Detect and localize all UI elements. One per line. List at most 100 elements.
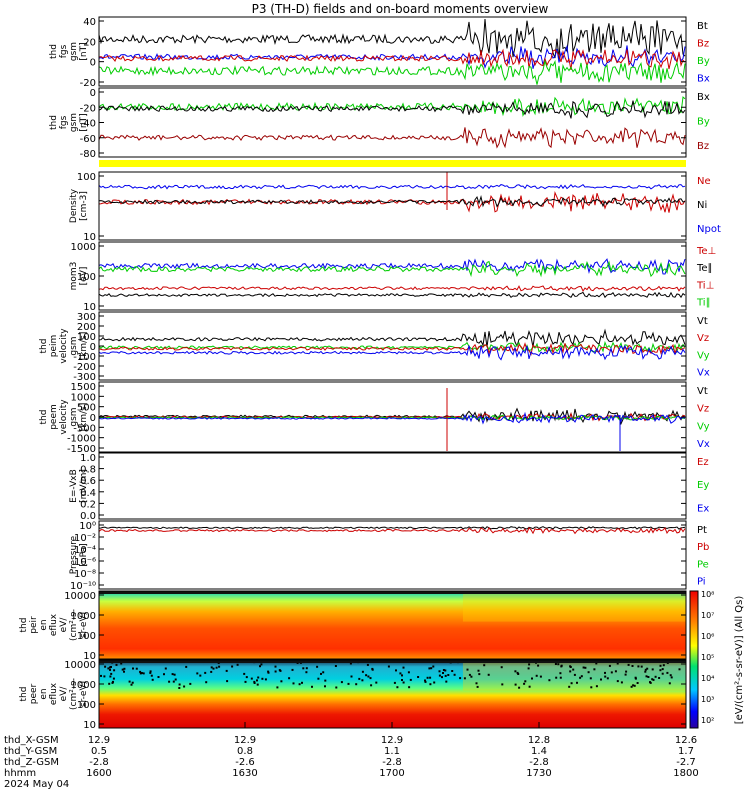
y-axis-label: [nT] [79,42,89,60]
spectrogram-electron-dropout [131,681,134,684]
spectrogram-electron-dropout [429,676,432,679]
ephemeris-value: 12.8 [528,735,550,746]
spectrogram-electron-dropout [554,663,557,665]
spectrogram-electron-dropout [107,667,110,670]
y-axis-label: en [39,688,49,699]
ephemeris-value: 12.9 [381,735,403,746]
legend-entry: Te⊥ [696,246,716,257]
ephemeris-value: -2.7 [676,757,696,768]
y-axis-label: [km/s] [79,332,89,361]
spectrogram-electron-dropout [121,668,124,671]
spectrogram-electron-dropout [164,667,167,670]
series-ti-par [98,260,686,278]
spectrogram-electron-dropout [634,676,637,679]
spectrogram-electron-dropout [604,671,606,674]
spectrogram-electron-top-band [99,660,686,663]
spectrogram-electron-dropout [514,683,517,686]
y-tick-label: 100 [77,700,96,711]
spectrogram-electron-dropout [444,674,447,677]
spectrogram-electron-dropout [668,682,671,685]
spectrogram-electron-dropout [316,665,319,668]
spectrogram-electron-dropout [139,672,142,675]
y-axis-label: [nPa] [79,543,89,566]
ephemeris-value: 12.9 [234,735,256,746]
y-axis-label: peir [29,616,39,634]
spectrogram-electron-dropout [173,673,176,676]
y-tick-label: 10⁻⁴ [74,545,96,556]
spectrogram-electron-dropout [500,666,503,669]
legend-entry: Ti∥ [696,297,711,308]
y-axis-label: mom3 [69,262,79,291]
colorbar-tick: 10⁶ [701,632,714,641]
series-bz [98,48,686,70]
y-axis-label: peer [29,683,39,704]
spectrogram-electron-dropout [475,682,478,685]
spectrogram-electron-dropout [393,681,396,684]
spectrogram-electron-dropout [604,675,607,678]
panel-frame [98,16,687,87]
legend-entry: Bx [697,73,710,84]
spectrogram-electron-dropout [109,668,111,671]
spectrogram-electron-dropout [451,670,454,672]
y-tick-label: 0.0 [80,511,96,522]
spectrogram-electron-dropout [483,664,486,667]
ephemeris-value: -2.6 [235,757,255,768]
spectrogram-electron-dropout [112,677,115,680]
ephemeris-value: 12.9 [88,735,110,746]
series-ne [98,190,686,213]
spectrogram-electron-dropout [517,673,520,675]
legend-entry: Pe [697,559,709,570]
y-tick-label: 10 [83,651,96,662]
spectrogram-electron-dropout [301,681,303,684]
ephemeris-label: hhmm [4,768,36,779]
legend-entry: Ni [697,200,707,211]
spectrogram-electron-dropout [253,682,256,684]
spectrogram-electron-dropout [569,670,572,673]
spectrogram-electron-dropout [659,669,662,672]
spectrogram-ion-late-band [462,591,686,622]
ephemeris-value: -2.8 [382,757,402,768]
spectrogram-electron-dropout [584,666,587,669]
spectrogram-electron-dropout [573,673,576,676]
spectrogram-electron-dropout [616,662,619,665]
y-tick-label: 1000 [71,242,96,253]
spectrogram-electron-dropout [624,673,627,676]
spectrogram-electron-dropout [539,675,542,678]
spectrogram-electron-dropout [569,666,572,668]
spectrogram-electron-dropout [264,678,267,681]
spectrogram-electron-dropout [395,669,397,672]
spectrogram-electron-dropout [528,685,531,688]
spectrogram-electron-dropout [257,676,260,679]
series-te-perp [98,285,686,293]
spectrogram-electron-dropout [305,671,308,674]
spectrogram-electron-dropout [407,671,410,674]
spectrogram-electron-dropout [470,675,473,678]
y-axis-label: peem [49,404,59,430]
spectrogram-electron-dropout [288,677,291,680]
ephemeris-value: -2.8 [89,757,109,768]
y-tick-label: 10 [83,232,96,243]
legend-entry: Vy [697,350,710,361]
colorbar-tick: 10² [701,716,714,725]
y-axis-label: fgs [59,115,69,129]
spectrogram-electron-dropout [633,684,636,687]
y-axis-label: eflux [49,682,59,705]
spectrogram-electron-dropout [132,667,134,670]
series-vy [98,340,686,354]
y-tick-label: 500 [77,403,96,414]
series-te-par [98,291,686,299]
spectrogram-electron-dropout [600,678,602,681]
y-axis-label: thd [39,410,49,425]
spectrogram-electron-dropout [210,666,213,669]
y-axis-label: thd [19,618,29,633]
spectrogram-electron-dropout [196,672,199,675]
y-tick-label: 0 [90,413,96,424]
spectrogram-electron-dropout [311,685,313,688]
spectrogram-electron-dropout [396,686,399,689]
series-pt [98,526,686,530]
spectrogram-electron-dropout [183,685,186,688]
spectrogram-electron-dropout [256,679,258,682]
legend-entry: Pt [697,525,707,536]
spectrogram-ion-top-band [99,591,686,594]
y-tick-label: 100 [77,332,96,343]
